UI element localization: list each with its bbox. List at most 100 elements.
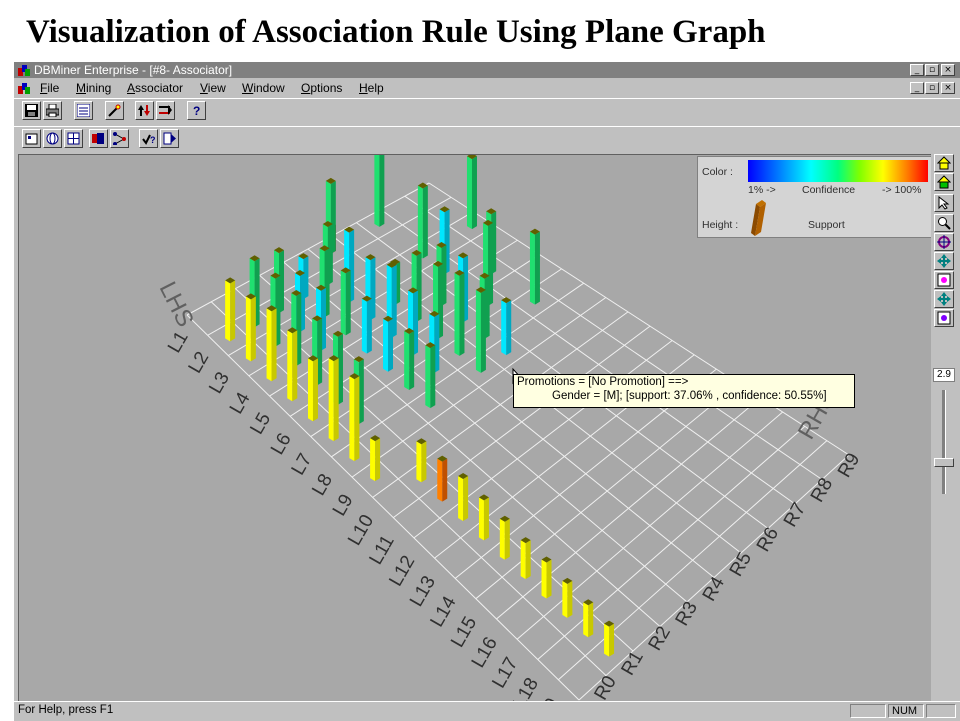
- bar-face: [245, 296, 251, 362]
- sort-icon: [138, 105, 150, 116]
- help-button[interactable]: ?: [187, 101, 206, 120]
- bar-face: [374, 155, 380, 227]
- lhs-tick-label: L4: [226, 389, 255, 418]
- properties-button[interactable]: [22, 129, 41, 148]
- home-alt-button[interactable]: [934, 173, 954, 191]
- menu-view[interactable]: View: [200, 81, 226, 95]
- menu-help[interactable]: Help: [359, 81, 384, 95]
- bar-face: [321, 287, 326, 351]
- rhs-tick-label: R0: [591, 672, 621, 701]
- bar-face: [534, 231, 540, 305]
- application-window: DBMiner Enterprise - [#8- Associator] _ …: [14, 62, 960, 721]
- wizard-button[interactable]: [105, 101, 124, 120]
- menu-window[interactable]: Window: [242, 81, 285, 95]
- bar-face: [609, 623, 615, 657]
- bar-face: [567, 580, 573, 618]
- menu-options[interactable]: Options: [301, 81, 343, 95]
- document-icon[interactable]: [18, 82, 30, 94]
- plane-graph-canvas[interactable]: L1 L2 L3 L4 L5 L6 L7 L8 L9 L10 L11 L12 L13 L14 L15 L16 L…: [18, 154, 931, 701]
- menu-mining[interactable]: Mining: [76, 81, 112, 95]
- export-button[interactable]: [160, 129, 179, 148]
- bar-face: [358, 359, 364, 425]
- rhs-tick-label: R7: [780, 499, 810, 531]
- bar-top: [466, 155, 477, 160]
- mdi-minimize-button[interactable]: _: [910, 82, 924, 94]
- bar-top: [361, 295, 372, 302]
- grid-line: [186, 314, 580, 701]
- network-button[interactable]: [110, 129, 129, 148]
- bar-top: [249, 255, 260, 262]
- select-button[interactable]: [934, 194, 954, 212]
- merge-button[interactable]: [156, 101, 175, 120]
- bar-face: [480, 289, 486, 373]
- bar-face: [520, 540, 526, 580]
- pan-button[interactable]: [934, 290, 954, 308]
- bar-face: [425, 345, 431, 409]
- bar-face: [266, 308, 272, 382]
- bar-top: [325, 177, 336, 184]
- bar-face: [404, 330, 410, 390]
- bar-face: [506, 300, 512, 356]
- menu-file[interactable]: File: [40, 81, 60, 95]
- zoom-button[interactable]: [934, 214, 954, 232]
- move-button[interactable]: [934, 252, 954, 270]
- bar-face: [421, 441, 427, 483]
- rhs-tick-label: R4: [699, 573, 730, 605]
- legend-range-left: 1% ->: [748, 184, 776, 196]
- lhs-tick-label: L8: [308, 471, 337, 500]
- rotate-button[interactable]: [934, 233, 954, 251]
- rhs-tick-label: R6: [753, 524, 783, 556]
- grid-button[interactable]: [64, 129, 83, 148]
- rhs-tick-label: R5: [726, 549, 756, 581]
- save-button[interactable]: [22, 101, 41, 120]
- bar-top: [520, 537, 531, 544]
- restore-button[interactable]: ▫: [925, 64, 939, 76]
- bar-top: [225, 277, 236, 284]
- bar-top: [291, 289, 302, 296]
- check-help-button[interactable]: ?: [139, 129, 158, 148]
- bar-top: [429, 310, 440, 317]
- bar-top: [307, 355, 318, 362]
- list-button[interactable]: [74, 101, 93, 120]
- close-button[interactable]: ×: [941, 64, 955, 76]
- slide-title: Visualization of Association Rule Using …: [26, 14, 766, 50]
- bar-face: [588, 602, 594, 638]
- zoom-icon: [938, 217, 951, 230]
- bar-face: [271, 308, 277, 382]
- properties-icon: [25, 133, 38, 145]
- legend-color-label: Color :: [702, 166, 733, 178]
- bar-top: [404, 327, 415, 334]
- bar-face: [312, 358, 318, 422]
- menu-associator[interactable]: Associator: [127, 81, 184, 95]
- bar-face: [317, 318, 323, 386]
- bar-top: [383, 315, 394, 322]
- bar-top: [328, 355, 339, 362]
- minimize-button[interactable]: _: [910, 64, 924, 76]
- print-button[interactable]: [43, 101, 62, 120]
- bar-face: [225, 280, 231, 342]
- globe-button[interactable]: [43, 129, 62, 148]
- check-help-icon: ?: [142, 134, 155, 145]
- sort-button[interactable]: [135, 101, 154, 120]
- home-icon: [937, 156, 951, 170]
- bar-face: [361, 298, 367, 354]
- bar-top: [408, 287, 419, 294]
- zoom-slider-thumb[interactable]: [934, 458, 954, 467]
- bar-face: [529, 231, 535, 305]
- view-toolbar: ?: [14, 126, 960, 153]
- bar-face: [437, 458, 443, 502]
- bar-face: [345, 270, 351, 336]
- zoom-slider-track[interactable]: [942, 390, 946, 494]
- main-toolbar: ?: [14, 98, 960, 125]
- view-button[interactable]: [934, 271, 954, 289]
- bar-face: [413, 290, 419, 356]
- plane-graph[interactable]: L1L2L3L4L5L6L7L8L9L10L11L12L13L14L15L16L…: [19, 155, 931, 701]
- color-button[interactable]: [89, 129, 108, 148]
- bar-top: [322, 220, 333, 227]
- legend-range-mid: Confidence: [802, 184, 856, 196]
- view-alt-button[interactable]: [934, 309, 954, 327]
- home-button[interactable]: [934, 154, 954, 172]
- mdi-close-button[interactable]: ×: [941, 82, 955, 94]
- mdi-restore-button[interactable]: ▫: [925, 82, 939, 94]
- bar-top: [475, 286, 486, 293]
